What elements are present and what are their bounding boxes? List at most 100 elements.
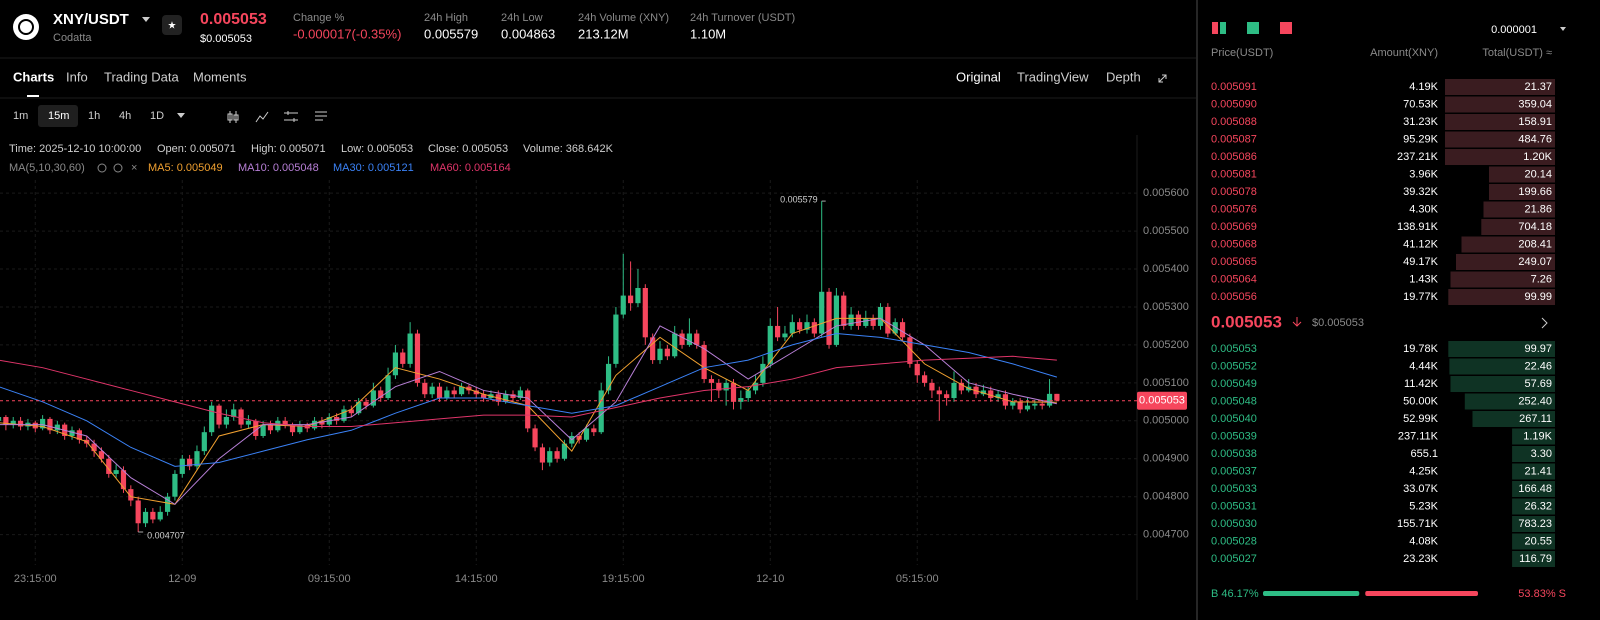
candle-body xyxy=(172,473,178,497)
layout-icon[interactable] xyxy=(1247,22,1259,34)
tab[interactable]: Charts xyxy=(13,69,54,84)
depth-bar xyxy=(1512,428,1555,445)
book-price: 0.005031 xyxy=(1211,500,1257,512)
book-amount: 5.23K xyxy=(1409,500,1438,512)
favorite-star: ★ xyxy=(168,21,177,32)
last-price-label: 0.005053 xyxy=(1139,395,1185,407)
tab[interactable]: Info xyxy=(66,69,88,84)
fullscreen[interactable] xyxy=(1158,74,1167,83)
candle-body xyxy=(554,451,560,459)
interval[interactable]: 1m xyxy=(13,110,28,122)
candle-body xyxy=(694,333,700,345)
ohlc-field: Time: 2025-12-10 10:00:00 xyxy=(9,143,141,155)
candle-body xyxy=(334,417,340,421)
settings-icon[interactable] xyxy=(284,111,298,122)
candle-body xyxy=(466,386,472,391)
stat-value: 1.10M xyxy=(690,26,726,41)
candle-body xyxy=(679,333,685,345)
candle-body xyxy=(907,337,913,364)
candle-body xyxy=(135,500,141,524)
interval[interactable]: 1h xyxy=(88,110,100,122)
candle-body xyxy=(282,420,288,425)
layout-icon[interactable] xyxy=(1212,22,1218,34)
interval[interactable]: 15m xyxy=(48,110,69,122)
candle-body xyxy=(738,398,744,402)
interval[interactable]: 1D xyxy=(150,110,164,122)
legend-entry: MA5: 0.005049 xyxy=(148,162,223,174)
interval[interactable]: 4h xyxy=(119,110,131,122)
legend-entry: MA30: 0.005121 xyxy=(333,162,414,174)
candle-body xyxy=(899,322,906,338)
book-price: 0.005087 xyxy=(1211,133,1257,145)
book-total: 20.14 xyxy=(1524,168,1552,180)
book-layout-icons xyxy=(1212,22,1566,329)
layout-icon[interactable] xyxy=(1280,22,1292,34)
book-amount: 50.00K xyxy=(1403,395,1439,407)
book-total: 783.23 xyxy=(1518,518,1552,530)
stat-label: Change % xyxy=(293,12,345,24)
book-amount: 237.11K xyxy=(1398,430,1439,442)
candle-body xyxy=(150,511,156,520)
book-total: 484.76 xyxy=(1518,133,1552,145)
tab[interactable]: Trading Data xyxy=(104,69,179,84)
book-amount: 31.23K xyxy=(1403,116,1439,128)
book-price: 0.005027 xyxy=(1211,553,1257,565)
candle-body xyxy=(708,379,715,383)
ma-icons: × xyxy=(97,162,137,174)
depth-bar xyxy=(1445,149,1555,165)
annotation: 0.004707 xyxy=(147,530,185,540)
depth-bar xyxy=(1448,341,1555,357)
tick-dropdown[interactable] xyxy=(1560,27,1566,31)
candle-body xyxy=(1032,403,1038,406)
candle-body xyxy=(319,420,325,425)
view-tab[interactable]: Original xyxy=(956,69,1001,84)
chevron[interactable] xyxy=(1541,317,1548,329)
pair-dropdown[interactable] xyxy=(142,17,150,22)
book-amount: 49.17K xyxy=(1403,256,1439,268)
candle-body xyxy=(238,409,244,425)
candle-body xyxy=(98,451,105,459)
eye-icon[interactable] xyxy=(97,163,107,173)
depth-bar xyxy=(1450,271,1555,288)
favorite[interactable] xyxy=(162,15,182,35)
tab[interactable]: Moments xyxy=(193,69,247,84)
settings-icon[interactable] xyxy=(113,163,123,173)
candle-body xyxy=(620,295,626,315)
candle-body xyxy=(260,424,266,436)
indicator-icon[interactable] xyxy=(255,111,269,123)
candle-body xyxy=(194,451,200,467)
depth-bar xyxy=(1456,254,1555,270)
buy-ratio: B 46.17% xyxy=(1211,588,1259,600)
candle-body xyxy=(635,287,641,304)
book-total: 199.66 xyxy=(1518,186,1552,198)
interval-dropdown[interactable] xyxy=(177,113,185,118)
candle-body xyxy=(54,424,60,431)
book-total: 249.07 xyxy=(1518,256,1552,268)
tick-size[interactable]: 0.000001 xyxy=(1491,24,1537,36)
book-total: 99.97 xyxy=(1524,343,1552,355)
candle-body xyxy=(341,409,347,421)
view-tab[interactable]: Depth xyxy=(1106,69,1141,84)
close-icon[interactable]: × xyxy=(131,162,137,174)
book-price: 0.005064 xyxy=(1211,273,1257,285)
tab-underline xyxy=(27,95,39,97)
candle-icon[interactable] xyxy=(227,111,239,123)
ma-line xyxy=(0,333,1058,467)
layout-icon[interactable] xyxy=(315,111,327,121)
y-tick-label: 0.004900 xyxy=(1143,453,1189,465)
book-price: 0.005088 xyxy=(1211,116,1257,128)
layout-icon[interactable] xyxy=(1220,22,1226,34)
ma-line xyxy=(0,355,1057,427)
book-price: 0.005090 xyxy=(1211,98,1257,110)
candle-body xyxy=(819,291,825,334)
candle-body xyxy=(723,382,729,391)
candle-body xyxy=(672,333,678,357)
book-total: 704.18 xyxy=(1518,221,1552,233)
candle-body xyxy=(517,390,523,399)
candle-body xyxy=(605,363,612,391)
depth-bar xyxy=(1481,219,1555,235)
view-tab[interactable]: TradingView xyxy=(1017,69,1089,84)
candle-body xyxy=(892,322,898,334)
candle-body xyxy=(863,318,869,326)
candle-body xyxy=(157,511,163,520)
